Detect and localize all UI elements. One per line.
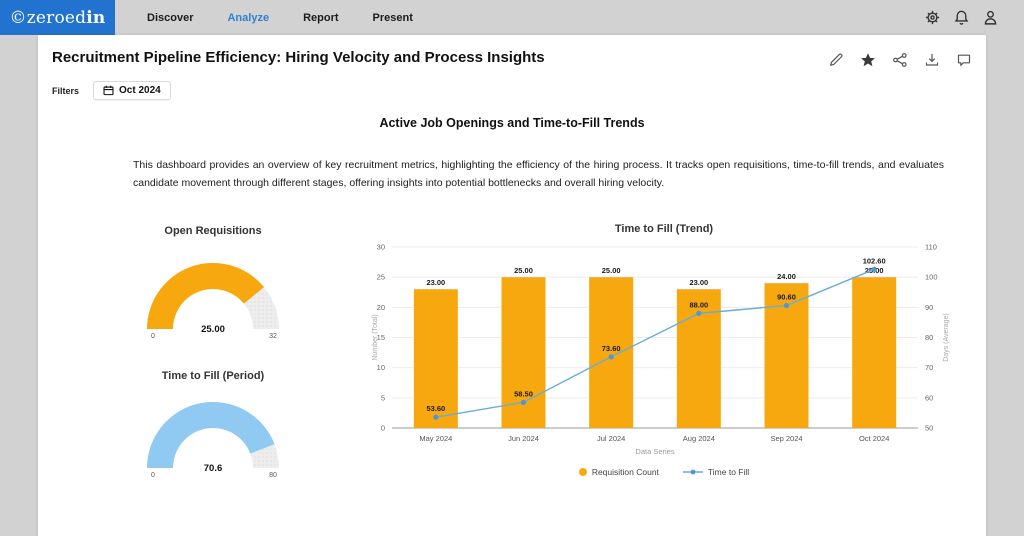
user-icon[interactable] [981, 9, 999, 27]
logo-text-bold: in [86, 7, 106, 28]
logo-text: ©zeroed [9, 7, 87, 28]
line-point-jun-2024[interactable] [520, 399, 527, 405]
line-point-sep-2024[interactable] [783, 302, 790, 309]
gauge-fill [147, 402, 275, 468]
line-value-label: 73.60 [602, 344, 621, 353]
line-value-label: 88.00 [689, 300, 708, 309]
left-axis-tick: 10 [377, 363, 385, 372]
right-axis-tick: 90 [925, 303, 933, 312]
gear-icon[interactable] [923, 9, 941, 27]
bar-oct-2024[interactable] [852, 277, 897, 428]
left-axis-tick: 0 [381, 424, 385, 433]
left-axis-tick: 25 [377, 273, 385, 282]
nav-item-discover[interactable]: Discover [147, 11, 194, 24]
x-axis-title: Data Series [635, 447, 674, 456]
gauge-value: 70.6 [204, 463, 223, 474]
filters-label: Filters [52, 85, 80, 96]
app-logo[interactable]: ©zeroed in [0, 0, 115, 35]
calendar-icon [103, 85, 114, 96]
gauge-title: Open Requisitions [164, 225, 262, 237]
time-to-fill-trend-chart: Time to Fill (Trend) 0 50 5 60 10 70 15 80 20 90 2… [370, 223, 958, 477]
x-axis-label: Jul 2024 [597, 434, 625, 443]
right-axis-tick: 100 [925, 273, 938, 282]
left-axis-tick: 20 [377, 303, 385, 312]
right-axis-tick: 60 [925, 393, 933, 402]
line-value-label: 90.60 [777, 293, 796, 302]
nav-item-analyze[interactable]: Analyze [227, 11, 270, 24]
right-axis-tick: 110 [925, 243, 937, 252]
comment-icon[interactable] [955, 51, 972, 68]
bar-value-label: 23.00 [426, 278, 445, 287]
report-header: Recruitment Pipeline Efficiency: Hiring … [52, 49, 972, 68]
date-filter-value: Oct 2024 [119, 85, 161, 96]
legend-label: Requisition Count [591, 467, 659, 477]
main-nav: Discover Analyze Report Present [130, 12, 430, 24]
gauge-open-requisitions: Open Requisitions 25.00 0 32 [138, 225, 288, 344]
top-nav-bar: ©zeroed in Discover Analyze Report Presen… [0, 0, 1024, 35]
x-axis-label: Jun 2024 [508, 434, 539, 443]
line-point-oct-2024[interactable] [871, 266, 877, 272]
x-axis-label: Oct 2024 [859, 434, 889, 443]
bell-icon[interactable] [952, 9, 970, 27]
bar-may-2024[interactable] [413, 289, 458, 428]
legend-line-marker [682, 469, 703, 475]
report-card: Recruitment Pipeline Efficiency: Hiring … [38, 35, 986, 536]
edit-pencil-icon[interactable] [827, 51, 844, 68]
line-value-label: 53.60 [426, 404, 445, 413]
gauge-min-label: 0 [151, 472, 155, 478]
favorite-star-icon[interactable] [859, 51, 876, 68]
left-axis-tick: 15 [377, 333, 385, 342]
right-axis-tick: 50 [925, 424, 933, 433]
chart-title: Time to Fill (Trend) [614, 223, 714, 235]
bar-value-label: 24.00 [777, 272, 796, 281]
gauge-column: Open Requisitions 25.00 0 32 Time to Fill … [138, 225, 288, 483]
date-filter-chip[interactable]: Oct 2024 [93, 81, 171, 100]
open-requisitions-gauge-chart: 25.00 0 32 [147, 263, 279, 340]
time-to-fill-gauge-chart: 70.6 0 80 [147, 402, 279, 479]
chart-legend: Requisition Count Time to Fill [370, 467, 958, 477]
right-axis-tick: 80 [925, 333, 933, 342]
report-toolbar [827, 51, 972, 68]
gauge-title: Time to Fill (Period) [161, 370, 265, 382]
line-value-label: 102.60 [863, 256, 886, 265]
section-heading: Active Job Openings and Time-to-Fill Tre… [379, 116, 645, 130]
nav-item-present[interactable]: Present [372, 11, 413, 24]
right-axis-title: Days (Average) [943, 313, 950, 362]
gauge-time-to-fill-period: Time to Fill (Period) 70.6 0 80 [138, 370, 288, 483]
legend-item-time-to-fill[interactable]: Time to Fill [682, 467, 750, 477]
x-axis-label: Aug 2024 [683, 434, 715, 443]
topbar-icon-group [923, 9, 999, 27]
gauge-value: 25.00 [201, 324, 225, 335]
gauge-min-label: 0 [151, 333, 155, 339]
bar-value-label: 23.00 [689, 278, 708, 287]
bar-aug-2024[interactable] [676, 289, 721, 428]
x-axis-label: May 2024 [419, 434, 452, 443]
left-axis-tick: 30 [377, 243, 385, 252]
nav-item-report[interactable]: Report [303, 11, 339, 24]
filters-row: Filters Oct 2024 [52, 81, 171, 100]
line-value-label: 58.50 [514, 389, 533, 398]
legend-item-requisition-count[interactable]: Requisition Count [578, 467, 659, 477]
gauge-max-label: 80 [269, 472, 277, 478]
time-to-fill-line [435, 268, 875, 418]
bar-value-label: 25.00 [514, 266, 533, 275]
legend-label: Time to Fill [707, 467, 750, 477]
left-axis-title: Number (Total) [372, 314, 379, 360]
legend-bar-marker [578, 468, 587, 476]
left-axis-tick: 5 [381, 393, 385, 402]
bar-line-combo-chart: 0 50 5 60 10 70 15 80 20 90 25 100 30 110 23.00 25.00 25… [372, 243, 950, 457]
page-title: Recruitment Pipeline Efficiency: Hiring … [52, 49, 545, 66]
dashboard-description: This dashboard provides an overview of k… [133, 159, 944, 189]
bar-value-label: 25.00 [602, 266, 621, 275]
line-point-may-2024[interactable] [433, 414, 439, 420]
gauge-max-label: 32 [269, 333, 277, 339]
x-axis-label: Sep 2024 [770, 434, 802, 443]
line-point-aug-2024[interactable] [696, 310, 702, 316]
line-point-jul-2024[interactable] [608, 354, 614, 360]
right-axis-tick: 70 [925, 363, 933, 372]
share-icon[interactable] [891, 51, 908, 68]
bar-jul-2024[interactable] [589, 277, 634, 428]
gauge-fill [147, 263, 265, 329]
download-icon[interactable] [923, 51, 940, 68]
